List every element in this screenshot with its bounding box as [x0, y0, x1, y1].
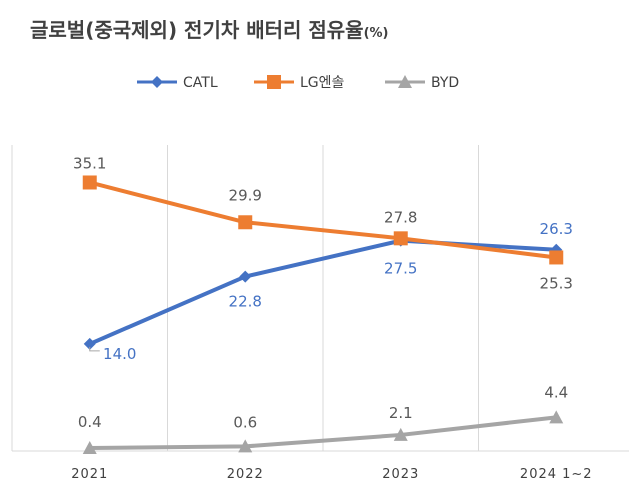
- x-axis: 2021 2022 2023 2024 1~2: [12, 450, 629, 482]
- legend-item-LG엔솔: LG엔솔: [254, 75, 345, 91]
- triangle-marker: [549, 410, 564, 424]
- series-line: [87, 415, 559, 450]
- legend-item-BYD: BYD: [385, 75, 459, 91]
- data-label: 25.3: [540, 274, 573, 292]
- data-label: 2.1: [389, 404, 413, 422]
- legend-label: LG엔솔: [300, 75, 345, 91]
- legend-item-CATL: CATL: [137, 75, 218, 91]
- square-marker: [82, 175, 97, 190]
- x-tick-label: 2023: [382, 467, 419, 482]
- legend: CATL LG엔솔 BYD: [137, 75, 459, 91]
- triangle-marker: [82, 440, 97, 454]
- data-label: 4.4: [544, 383, 568, 401]
- data-label: 27.8: [384, 208, 417, 226]
- legend-marker: [151, 76, 163, 88]
- title-text: 글로벌(중국제외) 전기차 배터리 점유율: [30, 18, 364, 42]
- legend-label: BYD: [431, 75, 459, 91]
- legend-label: CATL: [183, 75, 218, 91]
- data-label: 14.0: [103, 345, 136, 363]
- data-label: 0.4: [78, 413, 102, 431]
- x-tick-label: 2022: [227, 467, 264, 482]
- data-label: 27.5: [384, 260, 417, 278]
- series-line: [87, 180, 559, 260]
- series-LG엔솔: [82, 175, 564, 265]
- data-label: 22.8: [229, 293, 262, 311]
- title-unit: (%): [363, 26, 389, 41]
- triangle-marker: [393, 427, 408, 441]
- data-label: 0.6: [233, 413, 257, 431]
- series-line: [87, 238, 559, 346]
- square-marker: [393, 231, 408, 246]
- series-group: [82, 175, 564, 454]
- x-tick-label: 2021: [71, 467, 108, 482]
- series-BYD: [82, 410, 564, 454]
- gridlines: [11, 145, 479, 451]
- diamond-marker: [239, 270, 252, 283]
- square-marker: [238, 215, 253, 230]
- data-label: 35.1: [73, 154, 106, 172]
- label-leader-line: [89, 346, 100, 352]
- legend-marker: [267, 75, 281, 89]
- diamond-marker: [83, 337, 96, 350]
- x-tick-label: 2024 1~2: [520, 467, 593, 482]
- data-label: 26.3: [540, 220, 573, 238]
- chart-title: 글로벌(중국제외) 전기차 배터리 점유율(%): [30, 14, 389, 43]
- data-label: 29.9: [229, 186, 262, 204]
- square-marker: [549, 250, 564, 265]
- legend-marker: [398, 75, 412, 88]
- data-labels: 14.0 22.8 27.5 26.3 35.1 29.9 27.8 25.3 0.4 0.6 2.…: [73, 154, 573, 431]
- triangle-marker: [238, 439, 253, 453]
